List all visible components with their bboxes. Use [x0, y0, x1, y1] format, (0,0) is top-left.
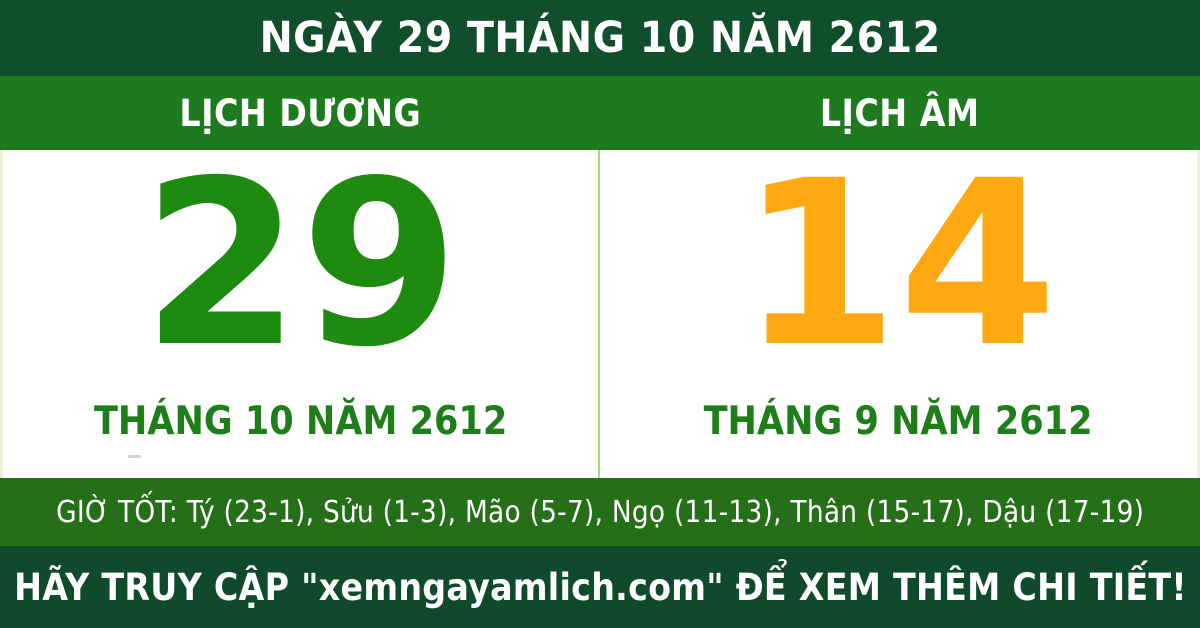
lunar-panel: 14 THÁNG 9 NĂM 2612 [600, 150, 1197, 478]
calendar-body: 29 THÁNG 10 NĂM 2612 14 THÁNG 9 NĂM 2612 [0, 150, 1200, 478]
solar-panel: 29 THÁNG 10 NĂM 2612 [3, 150, 600, 478]
calendar-type-header-row: LỊCH DƯƠNG LỊCH ÂM [0, 76, 1200, 150]
solar-month-year-label: THÁNG 10 NĂM 2612 [93, 399, 508, 444]
date-title: NGÀY 29 THÁNG 10 NĂM 2612 [259, 13, 941, 63]
date-title-bar: NGÀY 29 THÁNG 10 NĂM 2612 [0, 0, 1200, 76]
footer-bar: HÃY TRUY CẬP "xemngayamlich.com" ĐỂ XEM … [0, 546, 1200, 628]
solar-day-number: 29 [141, 131, 460, 397]
smudge-artifact [128, 455, 141, 458]
good-hours-bar: GIỜ TỐT: Tý (23-1), Sửu (1-3), Mão (5-7)… [0, 478, 1200, 546]
lunar-day-number: 14 [739, 131, 1058, 397]
lunar-calendar-label: LỊCH ÂM [820, 91, 980, 135]
solar-calendar-label: LỊCH DƯƠNG [179, 91, 421, 135]
lunar-month-year-label: THÁNG 9 NĂM 2612 [704, 399, 1093, 444]
solar-calendar-header: LỊCH DƯƠNG [0, 76, 600, 150]
good-hours-text: GIỜ TỐT: Tý (23-1), Sửu (1-3), Mão (5-7)… [55, 494, 1145, 530]
lunar-calendar-header: LỊCH ÂM [600, 76, 1200, 150]
footer-text: HÃY TRUY CẬP "xemngayamlich.com" ĐỂ XEM … [13, 565, 1187, 609]
